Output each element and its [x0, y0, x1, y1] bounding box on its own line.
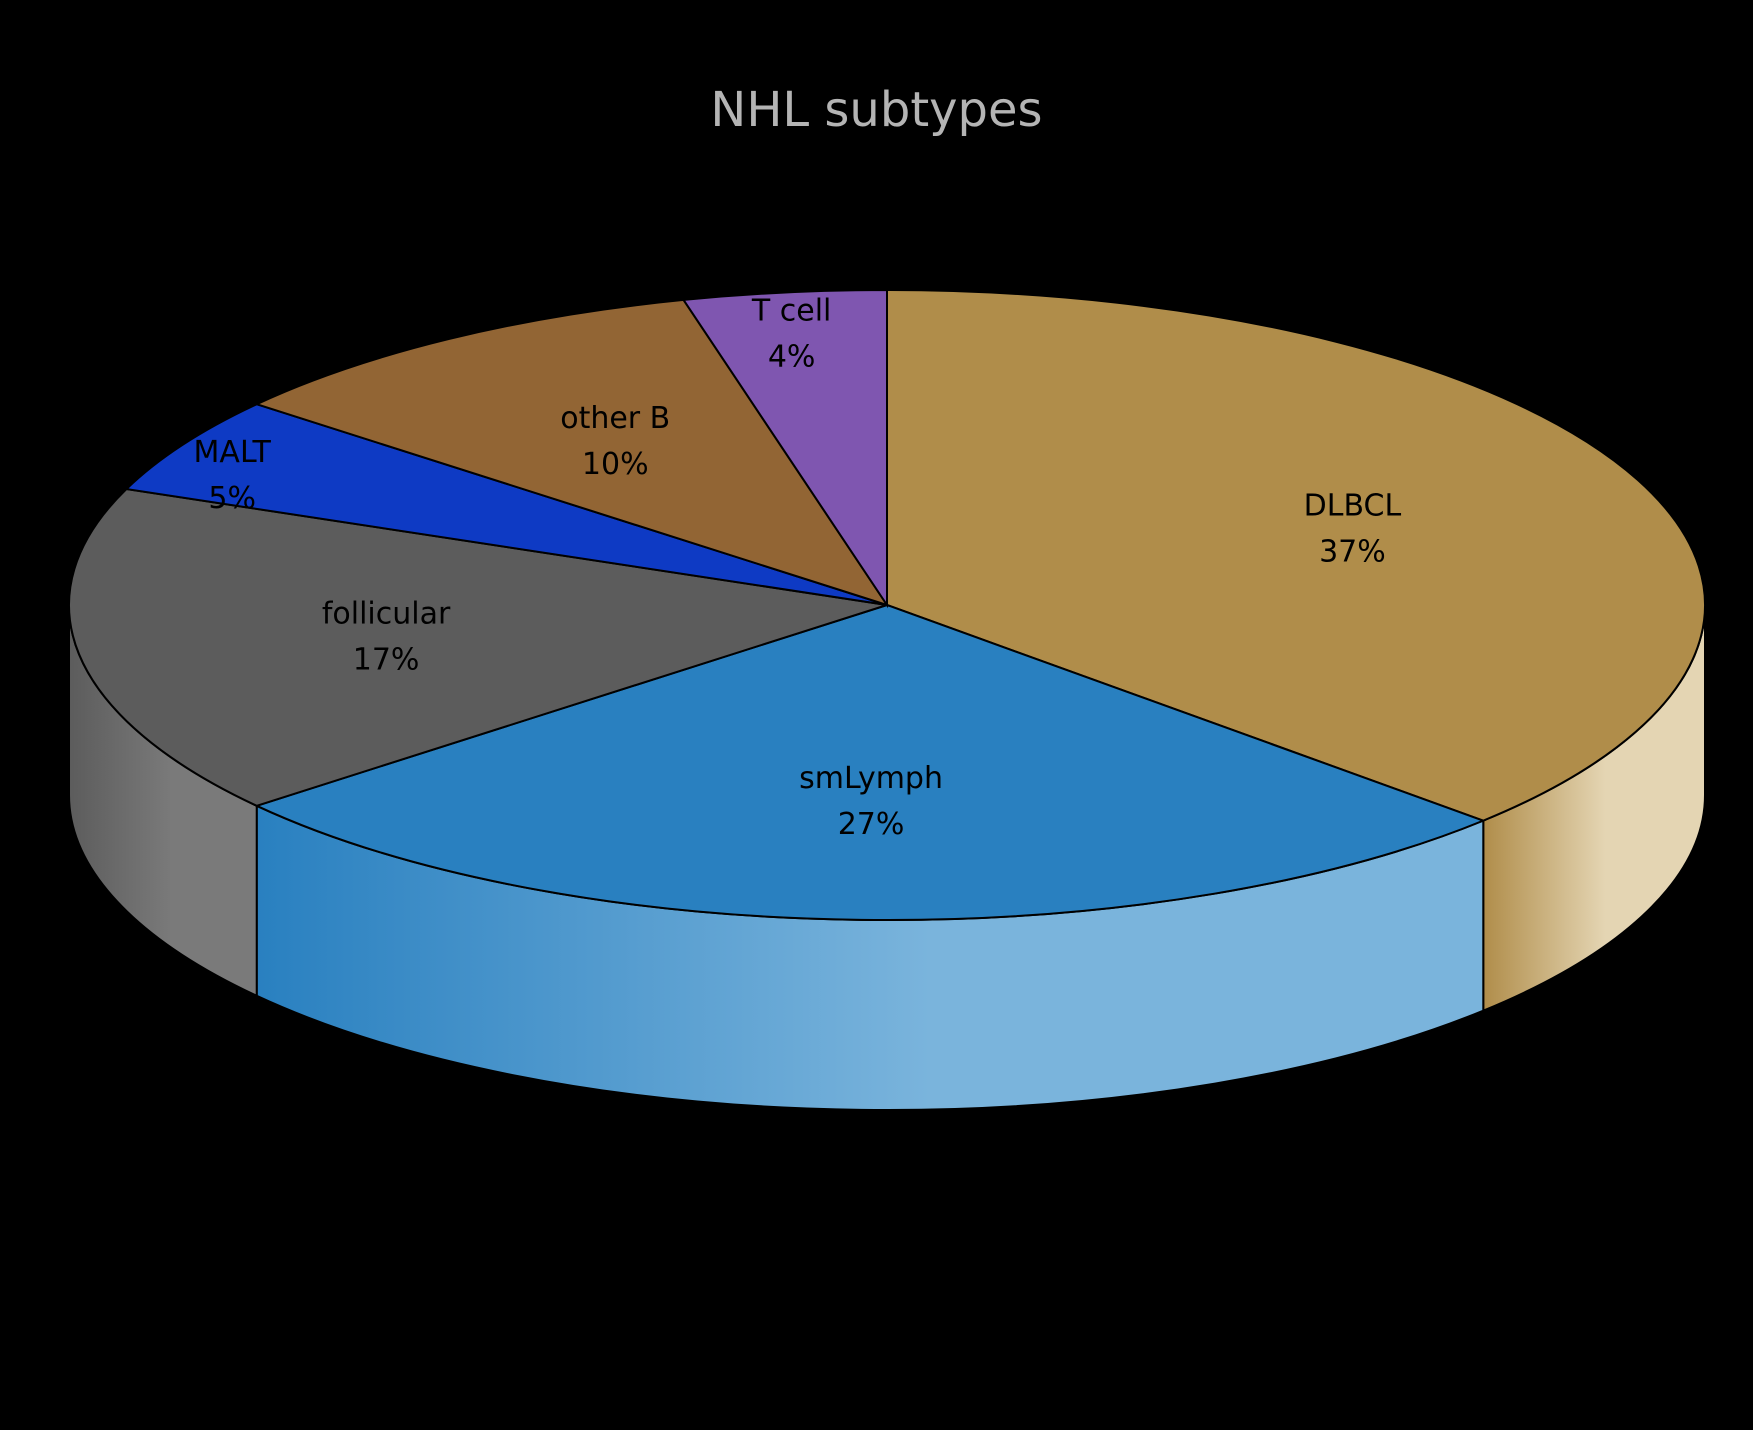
slice-name-label: MALT	[194, 435, 272, 470]
slice-label-malt: MALT 5%	[194, 435, 272, 516]
slice-percent-label: 17%	[353, 643, 420, 678]
chart-title: NHL subtypes	[710, 82, 1043, 138]
pie-slice-malt	[124, 403, 888, 606]
slice-percent-label: 4%	[768, 339, 816, 374]
slice-name-label: other B	[560, 401, 670, 436]
pie-slice-follicular	[68, 487, 888, 807]
slice-name-label: T cell	[751, 293, 831, 328]
slice-label-t-cell: T cell 4%	[751, 293, 831, 374]
slice-percent-label: 27%	[838, 807, 905, 842]
slice-label-smlymph: smLymph 27%	[799, 761, 943, 842]
pie-slice-smlymph	[253, 603, 1487, 921]
slice-percent-label: 37%	[1319, 534, 1386, 569]
slice-percent-label: 5%	[208, 481, 256, 516]
pie-slice-t-cell	[681, 288, 888, 609]
slice-percent-label: 10%	[582, 447, 649, 482]
slice-label-other-b: other B 10%	[560, 401, 670, 482]
pie-slice-other-b	[253, 298, 890, 607]
pie-slice-dlbcl	[886, 288, 1707, 822]
slice-label-dlbcl: DLBCL 37%	[1304, 488, 1402, 569]
slice-name-label: follicular	[322, 597, 451, 632]
slice-name-label: DLBCL	[1304, 488, 1402, 523]
slice-label-follicular: follicular 17%	[322, 597, 451, 678]
slice-name-label: smLymph	[799, 761, 943, 796]
